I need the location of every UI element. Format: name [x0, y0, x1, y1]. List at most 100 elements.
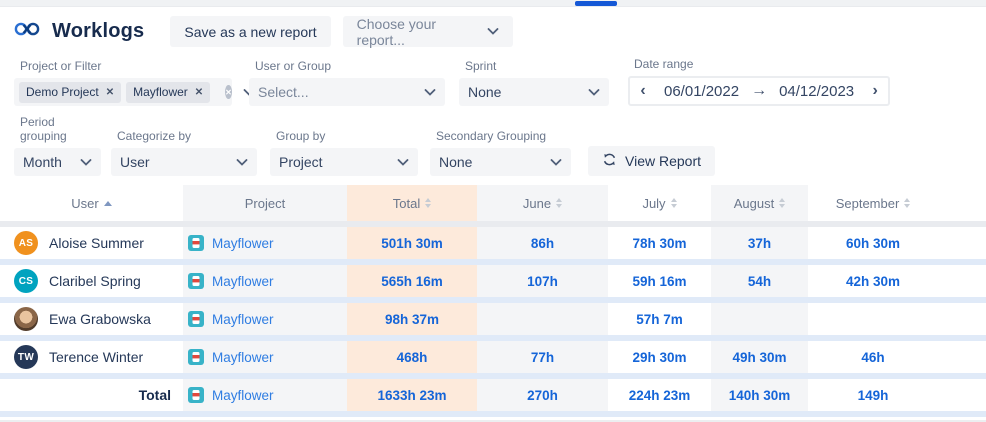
- total-cell: 98h 37m: [347, 303, 477, 335]
- september-cell: 60h 30m: [808, 227, 938, 259]
- user-cell: CS Claribel Spring: [0, 265, 183, 297]
- july-cell: 59h 16m: [608, 265, 711, 297]
- categorize-by-value: User: [120, 154, 150, 170]
- app-header: Worklogs Save as a new report Choose you…: [0, 7, 986, 55]
- project-cell: Mayflower: [183, 379, 347, 411]
- sprint-select[interactable]: None: [459, 78, 609, 106]
- total-cell: 468h: [347, 341, 477, 373]
- arrow-right-icon: →: [751, 82, 768, 99]
- september-cell: 46h: [808, 341, 938, 373]
- categorize-by-label: Categorize by: [117, 129, 192, 143]
- june-cell: [477, 303, 608, 335]
- date-range-picker[interactable]: ‹ 06/01/2022 → 04/12/2023 ›: [628, 76, 891, 106]
- total-row-label: Total: [0, 379, 183, 411]
- table-row: AS Aloise Summer Mayflower 501h 30m 86h …: [0, 227, 986, 259]
- chevron-down-icon: [550, 158, 562, 166]
- project-link[interactable]: Mayflower: [212, 273, 274, 289]
- remove-tag-icon[interactable]: ✕: [105, 86, 115, 98]
- project-or-filter-multiselect[interactable]: Demo Project ✕ Mayflower ✕ ✕: [14, 78, 255, 106]
- total-cell: 501h 30m: [347, 227, 477, 259]
- secondary-grouping-label: Secondary Grouping: [436, 129, 547, 143]
- sort-icon: [670, 198, 677, 208]
- sort-icon: [425, 198, 432, 208]
- september-cell: [808, 303, 938, 335]
- column-header-user[interactable]: User: [0, 185, 183, 221]
- chevron-down-icon: [80, 158, 92, 166]
- progress-bar: [575, 1, 617, 6]
- view-report-label: View Report: [625, 153, 702, 169]
- secondary-grouping-select[interactable]: None: [430, 148, 571, 176]
- column-header-label: User: [71, 195, 99, 211]
- june-cell: 270h: [477, 379, 608, 411]
- column-header-july[interactable]: July: [608, 185, 711, 221]
- secondary-grouping-value: None: [439, 154, 473, 170]
- project-avatar-icon: [188, 349, 204, 365]
- project-link[interactable]: Mayflower: [212, 387, 274, 403]
- group-by-label: Group by: [276, 129, 326, 143]
- group-by-value: Project: [279, 154, 323, 170]
- filters-panel: Project or Filter Demo Project ✕ Mayflow…: [0, 55, 986, 176]
- view-report-button[interactable]: View Report: [588, 146, 716, 176]
- project-cell: Mayflower: [183, 227, 347, 259]
- clear-all-icon[interactable]: ✕: [225, 85, 232, 99]
- header-divider: [0, 221, 986, 227]
- column-header-june[interactable]: June: [477, 185, 608, 221]
- remove-tag-icon[interactable]: ✕: [194, 86, 204, 98]
- column-header-label: Project: [244, 195, 286, 211]
- august-cell: 49h 30m: [711, 341, 808, 373]
- period-grouping-value: Month: [23, 154, 62, 170]
- date-range-prev-icon[interactable]: ‹: [630, 78, 656, 104]
- user-name: Claribel Spring: [49, 273, 141, 289]
- column-header-project[interactable]: Project: [183, 185, 347, 221]
- row-divider: [0, 335, 986, 341]
- categorize-by-select[interactable]: User: [111, 148, 257, 176]
- column-header-august[interactable]: August: [711, 185, 808, 221]
- date-range-next-icon[interactable]: ›: [862, 78, 888, 104]
- sort-icon: [904, 198, 911, 208]
- july-cell: 78h 30m: [608, 227, 711, 259]
- worklogs-logo-icon: [14, 20, 40, 43]
- filter-row-1: Project or Filter Demo Project ✕ Mayflow…: [14, 57, 986, 106]
- row-divider: [0, 297, 986, 303]
- sort-icon: [779, 198, 786, 208]
- choose-report-select[interactable]: Choose your report...: [342, 16, 513, 48]
- project-link[interactable]: Mayflower: [212, 349, 274, 365]
- refresh-icon: [602, 152, 617, 170]
- project-avatar-icon: [188, 273, 204, 289]
- project-link[interactable]: Mayflower: [212, 311, 274, 327]
- project-link[interactable]: Mayflower: [212, 235, 274, 251]
- project-cell: Mayflower: [183, 341, 347, 373]
- worklogs-table: User Project Total June July August Sept…: [0, 185, 986, 417]
- table-row: TW Terence Winter Mayflower 468h 77h 29h…: [0, 341, 986, 373]
- chevron-down-icon: [397, 158, 409, 166]
- september-cell: 42h 30m: [808, 265, 938, 297]
- user-cell: Ewa Grabowska: [0, 303, 183, 335]
- table-header-row: User Project Total June July August Sept…: [0, 185, 986, 221]
- user-name: Aloise Summer: [49, 235, 144, 251]
- july-cell: 224h 23m: [608, 379, 711, 411]
- page-title: Worklogs: [52, 20, 145, 42]
- row-divider: [0, 411, 986, 417]
- column-header-total[interactable]: Total: [347, 185, 477, 221]
- user-name: Terence Winter: [49, 349, 144, 365]
- project-avatar-icon: [188, 235, 204, 251]
- user-cell: AS Aloise Summer: [0, 227, 183, 259]
- column-header-label: Total: [392, 195, 421, 211]
- filter-tag: Mayflower ✕: [126, 81, 211, 103]
- date-range-values[interactable]: 06/01/2022 → 04/12/2023: [656, 82, 862, 100]
- column-header-label: August: [733, 195, 775, 211]
- filter-tag: Demo Project ✕: [19, 81, 122, 103]
- avatar: AS: [14, 231, 38, 255]
- june-cell: 107h: [477, 265, 608, 297]
- avatar-photo: [14, 307, 38, 331]
- column-header-label: July: [642, 195, 666, 211]
- user-or-group-select[interactable]: Select...: [249, 78, 445, 106]
- date-range-start: 06/01/2022: [664, 82, 740, 100]
- column-header-september[interactable]: September: [808, 185, 938, 221]
- august-cell: 54h: [711, 265, 808, 297]
- filter-tag-label: Demo Project: [26, 85, 99, 99]
- june-cell: 77h: [477, 341, 608, 373]
- save-report-button[interactable]: Save as a new report: [170, 16, 331, 47]
- group-by-select[interactable]: Project: [270, 148, 418, 176]
- period-grouping-select[interactable]: Month: [14, 148, 101, 176]
